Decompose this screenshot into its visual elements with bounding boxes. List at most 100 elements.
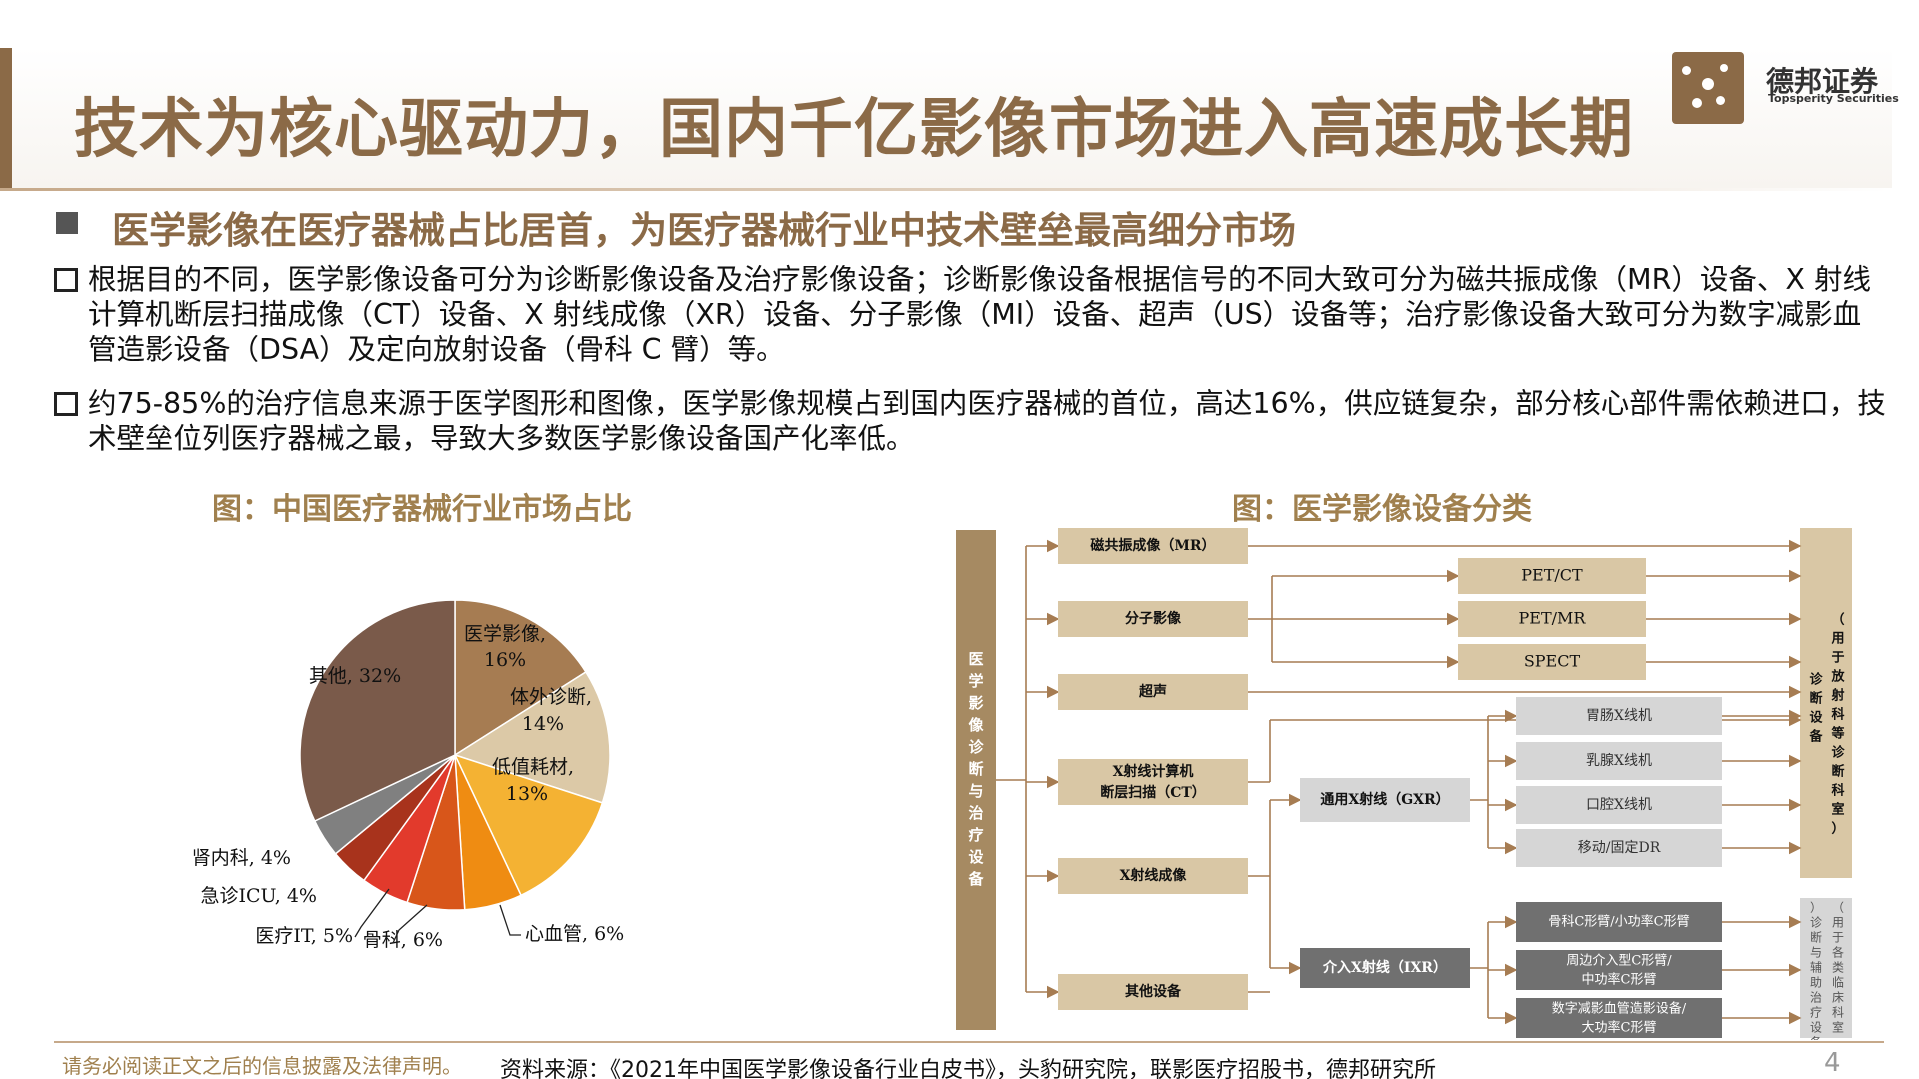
mi-device-label: PET/CT bbox=[1521, 566, 1583, 585]
target-label: 断 bbox=[1810, 930, 1822, 945]
root-node-label: 像 bbox=[968, 716, 984, 734]
target-label: 放 bbox=[1830, 669, 1845, 685]
root-node-label: 学 bbox=[968, 672, 983, 690]
brand-name-en: Topsperity Securities bbox=[1768, 92, 1899, 105]
target-label: 诊 bbox=[1809, 672, 1823, 688]
target-label: 于 bbox=[1832, 931, 1844, 945]
target-label: 等 bbox=[1830, 726, 1844, 742]
pie-data-label: 医学影像, bbox=[464, 623, 546, 645]
ixr-node bbox=[1300, 948, 1470, 988]
gxr-item-label: 口腔X线机 bbox=[1586, 797, 1652, 813]
pie-data-label: 14% bbox=[522, 713, 564, 735]
target-label: （ bbox=[1832, 901, 1844, 915]
root-node-label: 疗 bbox=[968, 826, 983, 844]
ixr-item-label: 大功率C形臂 bbox=[1582, 1020, 1657, 1036]
target-label: 诊 bbox=[1831, 745, 1845, 761]
target-label: ） bbox=[1810, 901, 1822, 915]
root-node bbox=[956, 530, 996, 1030]
ixr-item-label: 中功率C形臂 bbox=[1582, 972, 1657, 988]
target-label: 治 bbox=[1810, 991, 1822, 1005]
footer-divider bbox=[54, 1041, 1884, 1043]
paragraph-classification: 根据目的不同，医学影像设备可分为诊断影像设备及治疗影像设备；诊断影像设备根据信号… bbox=[88, 263, 1871, 366]
gxr-label: 通用X射线（GXR） bbox=[1320, 791, 1449, 808]
pie-data-label: 体外诊断, bbox=[510, 686, 592, 708]
ixr-item-node bbox=[1516, 950, 1722, 990]
gxr-item-node bbox=[1516, 742, 1722, 780]
ixr-item-label: 数字减影血管造影设备/ bbox=[1552, 1001, 1687, 1017]
category-label: 其他设备 bbox=[1125, 983, 1182, 1000]
subtitle-marker bbox=[56, 212, 78, 234]
pie-slice bbox=[453, 753, 604, 897]
target-label: 床 bbox=[1832, 991, 1844, 1005]
brand-name: 德邦证券 bbox=[1766, 65, 1879, 98]
logo-spot bbox=[1716, 96, 1725, 105]
category-label: 断层扫描（CT） bbox=[1100, 784, 1206, 801]
ixr-item-label: 周边介入型C形臂/ bbox=[1566, 954, 1672, 969]
root-node-label: 与 bbox=[968, 782, 983, 800]
section-subtitle: 医学影像在医疗器械占比居首，为医疗器械行业中技术壁垒最高细分市场 bbox=[112, 209, 1296, 252]
target-label: 科 bbox=[1831, 707, 1844, 723]
title-accent-bar bbox=[0, 48, 12, 188]
page-number: 4 bbox=[1824, 1048, 1841, 1078]
target-label: 室 bbox=[1832, 1020, 1844, 1035]
target-label: 科 bbox=[1831, 783, 1844, 799]
root-node-label: 治 bbox=[968, 804, 983, 822]
root-node-label: 断 bbox=[968, 760, 983, 778]
target-label: 助 bbox=[1810, 976, 1822, 990]
ixr-item-node bbox=[1516, 998, 1722, 1038]
pie-slice bbox=[454, 599, 587, 757]
category-node bbox=[1058, 974, 1248, 1010]
gxr-item-label: 胃肠X线机 bbox=[1586, 708, 1652, 724]
root-node-label: 医 bbox=[968, 650, 983, 668]
legal-disclaimer: 请务必阅读正文之后的信息披露及法律声明。 bbox=[62, 1054, 462, 1078]
target-label: （ bbox=[1831, 612, 1844, 628]
category-label: 磁共振成像（MR） bbox=[1090, 537, 1215, 554]
target-label: 诊 bbox=[1810, 916, 1822, 930]
market-share-pie-chart: 医学影像, 16% 体外诊断, 14% 低值耗材, 13% 其他, 32% 心血管, 6% 骨科… bbox=[192, 599, 624, 951]
gxr-item-label: 乳腺X线机 bbox=[1586, 753, 1652, 769]
pie-slice bbox=[453, 670, 611, 804]
pie-data-label: 低值耗材, bbox=[492, 756, 574, 778]
category-label: X射线计算机 bbox=[1113, 763, 1194, 780]
ixr-label: 介入X射线（IXR） bbox=[1322, 959, 1447, 976]
root-node-label: 备 bbox=[967, 870, 984, 888]
gxr-item-node bbox=[1516, 829, 1722, 867]
logo-spot bbox=[1692, 98, 1702, 108]
title-background bbox=[12, 48, 1892, 188]
target-label: 用 bbox=[1832, 916, 1844, 930]
leopard-logo-icon bbox=[1672, 52, 1744, 124]
pie-chart-caption: 图：中国医疗器械行业市场占比 bbox=[212, 492, 632, 527]
pie-slice bbox=[299, 599, 456, 822]
pie-data-label: 16% bbox=[484, 649, 526, 671]
leader-line bbox=[354, 888, 390, 938]
pie-data-label: 急诊ICU, 4% bbox=[200, 885, 317, 907]
pie-data-label: 其他, 32% bbox=[309, 665, 401, 687]
target-label: 射 bbox=[1830, 688, 1844, 704]
category-node bbox=[1058, 858, 1248, 894]
treatment-target-node bbox=[1800, 898, 1852, 1038]
target-label: 与 bbox=[1810, 946, 1822, 960]
target-label: 临 bbox=[1832, 976, 1844, 990]
mi-device-node bbox=[1458, 644, 1646, 680]
category-label: 分子影像 bbox=[1125, 610, 1182, 627]
gxr-node bbox=[1300, 778, 1470, 822]
category-label: 超声 bbox=[1138, 683, 1167, 700]
category-node bbox=[1058, 601, 1248, 637]
target-label: 备 bbox=[1808, 729, 1823, 745]
target-label: 设 bbox=[1810, 1021, 1822, 1035]
imaging-device-classification-diagram: 医学影像诊断与治疗设备磁共振成像（MR）分子影像超声X射线计算机断层扫描（CT）… bbox=[956, 528, 1852, 1041]
target-label: 备 bbox=[1810, 1036, 1822, 1041]
paragraph-market-share: 约75-85%的治疗信息来源于医学图形和图像，医学影像规模占到国内医疗器械的首位… bbox=[88, 387, 1886, 455]
category-node bbox=[1058, 674, 1248, 710]
gxr-item-node bbox=[1516, 786, 1722, 824]
target-label: 于 bbox=[1831, 651, 1844, 666]
pie-data-label: 肾内科, 4% bbox=[192, 847, 291, 869]
logo-spot bbox=[1720, 64, 1728, 72]
bullet-checkbox-icon bbox=[54, 268, 78, 292]
ixr-item-label: 骨科C形臂/小功率C形臂 bbox=[1548, 914, 1689, 930]
diagram-caption: 图：医学影像设备分类 bbox=[1232, 492, 1532, 527]
leader-line bbox=[499, 904, 521, 936]
bullet-checkbox-icon bbox=[54, 392, 78, 416]
target-label: 疗 bbox=[1810, 1006, 1822, 1020]
root-node-label: 影 bbox=[968, 694, 983, 712]
